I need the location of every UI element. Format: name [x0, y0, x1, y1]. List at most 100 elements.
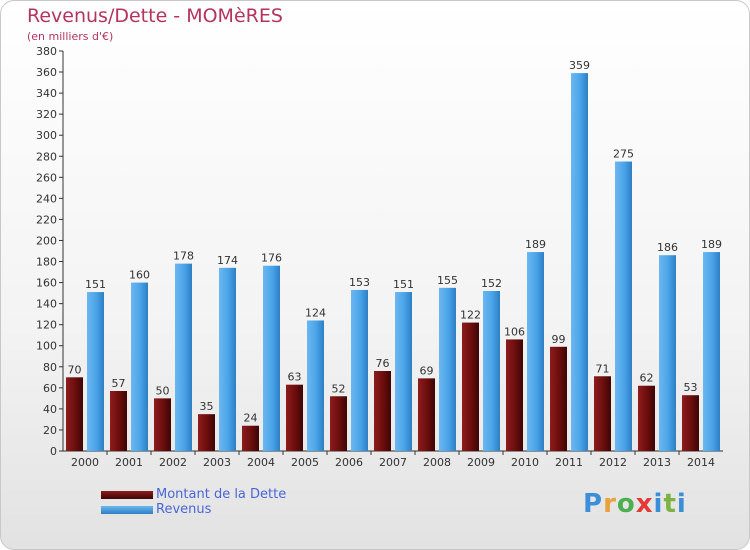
bar-debt: [242, 425, 259, 451]
y-tick-label: 140: [36, 298, 57, 311]
data-label-revenue: 124: [305, 306, 326, 319]
x-tick-label: 2013: [643, 456, 671, 469]
y-tick-label: 200: [36, 234, 57, 247]
data-label-revenue: 186: [657, 241, 678, 254]
data-label-revenue: 178: [173, 250, 194, 263]
data-label-revenue: 189: [525, 238, 546, 251]
data-label-revenue: 155: [437, 274, 458, 287]
data-label-debt: 69: [420, 364, 434, 377]
y-tick-label: 240: [36, 192, 57, 205]
bar-revenue: [131, 282, 148, 451]
data-label-debt: 62: [640, 372, 654, 385]
data-label-revenue: 151: [85, 278, 106, 291]
y-tick-label: 260: [36, 171, 57, 184]
data-label-debt: 24: [244, 412, 258, 425]
data-label-debt: 35: [200, 400, 214, 413]
y-tick-label: 320: [36, 108, 57, 121]
data-label-debt: 122: [460, 309, 481, 322]
bar-revenue: [87, 292, 104, 451]
bar-debt: [462, 322, 479, 451]
bar-revenue: [307, 320, 324, 451]
bar-revenue: [615, 161, 632, 452]
data-label-revenue: 176: [261, 252, 282, 265]
data-label-debt: 71: [596, 362, 610, 375]
x-tick-label: 2009: [467, 456, 495, 469]
data-label-revenue: 153: [349, 276, 370, 289]
data-label-revenue: 160: [129, 269, 150, 282]
x-tick-label: 2006: [335, 456, 363, 469]
bar-revenue: [571, 73, 588, 452]
y-tick-label: 40: [43, 403, 57, 416]
bar-debt: [506, 339, 523, 451]
bar-debt: [330, 396, 347, 451]
x-tick-label: 2008: [423, 456, 451, 469]
bar-revenue: [175, 263, 192, 451]
y-tick-label: 280: [36, 150, 57, 163]
legend-label-debt: Montant de la Dette: [156, 487, 287, 502]
data-label-debt: 99: [552, 333, 566, 346]
y-tick-label: 340: [36, 87, 57, 100]
chart-title: Revenus/Dette - MOMèRES: [27, 5, 283, 27]
bar-revenue: [219, 267, 236, 451]
x-tick-label: 2002: [159, 456, 187, 469]
data-label-revenue: 152: [481, 277, 502, 290]
data-label-debt: 106: [504, 325, 525, 338]
x-tick-label: 2010: [511, 456, 539, 469]
x-tick-label: 2003: [203, 456, 231, 469]
legend-swatch-debt: [101, 491, 153, 499]
bar-revenue: [351, 289, 368, 451]
bar-debt: [682, 395, 699, 451]
x-tick-label: 2007: [379, 456, 407, 469]
y-tick-label: 300: [36, 129, 57, 142]
y-tick-label: 60: [43, 382, 57, 395]
data-label-debt: 70: [68, 363, 82, 376]
data-label-revenue: 189: [701, 238, 722, 251]
data-label-revenue: 174: [217, 254, 238, 267]
data-label-revenue: 359: [569, 59, 590, 72]
bar-debt: [154, 398, 171, 451]
x-tick-label: 2000: [71, 456, 99, 469]
bar-debt: [286, 384, 303, 451]
y-tick-label: 220: [36, 213, 57, 226]
bar-revenue: [439, 287, 456, 451]
bar-revenue: [527, 252, 544, 451]
bar-debt: [418, 378, 435, 451]
data-label-debt: 53: [684, 381, 698, 394]
x-tick-label: 2014: [687, 456, 715, 469]
y-tick-label: 80: [43, 361, 57, 374]
x-tick-label: 2001: [115, 456, 143, 469]
proxiti-logo: Proxiti: [583, 489, 687, 519]
data-label-debt: 50: [156, 384, 170, 397]
data-label-debt: 76: [376, 357, 390, 370]
data-label-revenue: 151: [393, 278, 414, 291]
y-tick-label: 360: [36, 66, 57, 79]
y-tick-label: 160: [36, 277, 57, 290]
legend-label-revenue: Revenus: [156, 502, 212, 517]
data-label-debt: 57: [112, 377, 126, 390]
y-tick-label: 20: [43, 424, 57, 437]
bar-revenue: [483, 291, 500, 451]
bar-revenue: [395, 292, 412, 451]
bar-revenue: [703, 252, 720, 451]
y-tick-label: 180: [36, 256, 57, 269]
y-tick-label: 380: [36, 45, 57, 58]
bar-revenue: [263, 265, 280, 451]
bar-debt: [198, 414, 215, 451]
bar-debt: [374, 371, 391, 451]
chart-subtitle: (en milliers d'€): [27, 30, 114, 43]
data-label-debt: 52: [332, 382, 346, 395]
data-label-revenue: 275: [613, 148, 634, 161]
bar-debt: [110, 391, 127, 451]
bar-debt: [638, 385, 655, 451]
y-tick-label: 100: [36, 340, 57, 353]
x-tick-label: 2004: [247, 456, 275, 469]
bar-debt: [66, 377, 83, 451]
bar-debt: [594, 376, 611, 451]
legend-swatch-revenue: [101, 506, 153, 514]
x-tick-label: 2011: [555, 456, 583, 469]
bar-revenue: [659, 255, 676, 451]
x-tick-label: 2012: [599, 456, 627, 469]
x-tick-label: 2005: [291, 456, 319, 469]
